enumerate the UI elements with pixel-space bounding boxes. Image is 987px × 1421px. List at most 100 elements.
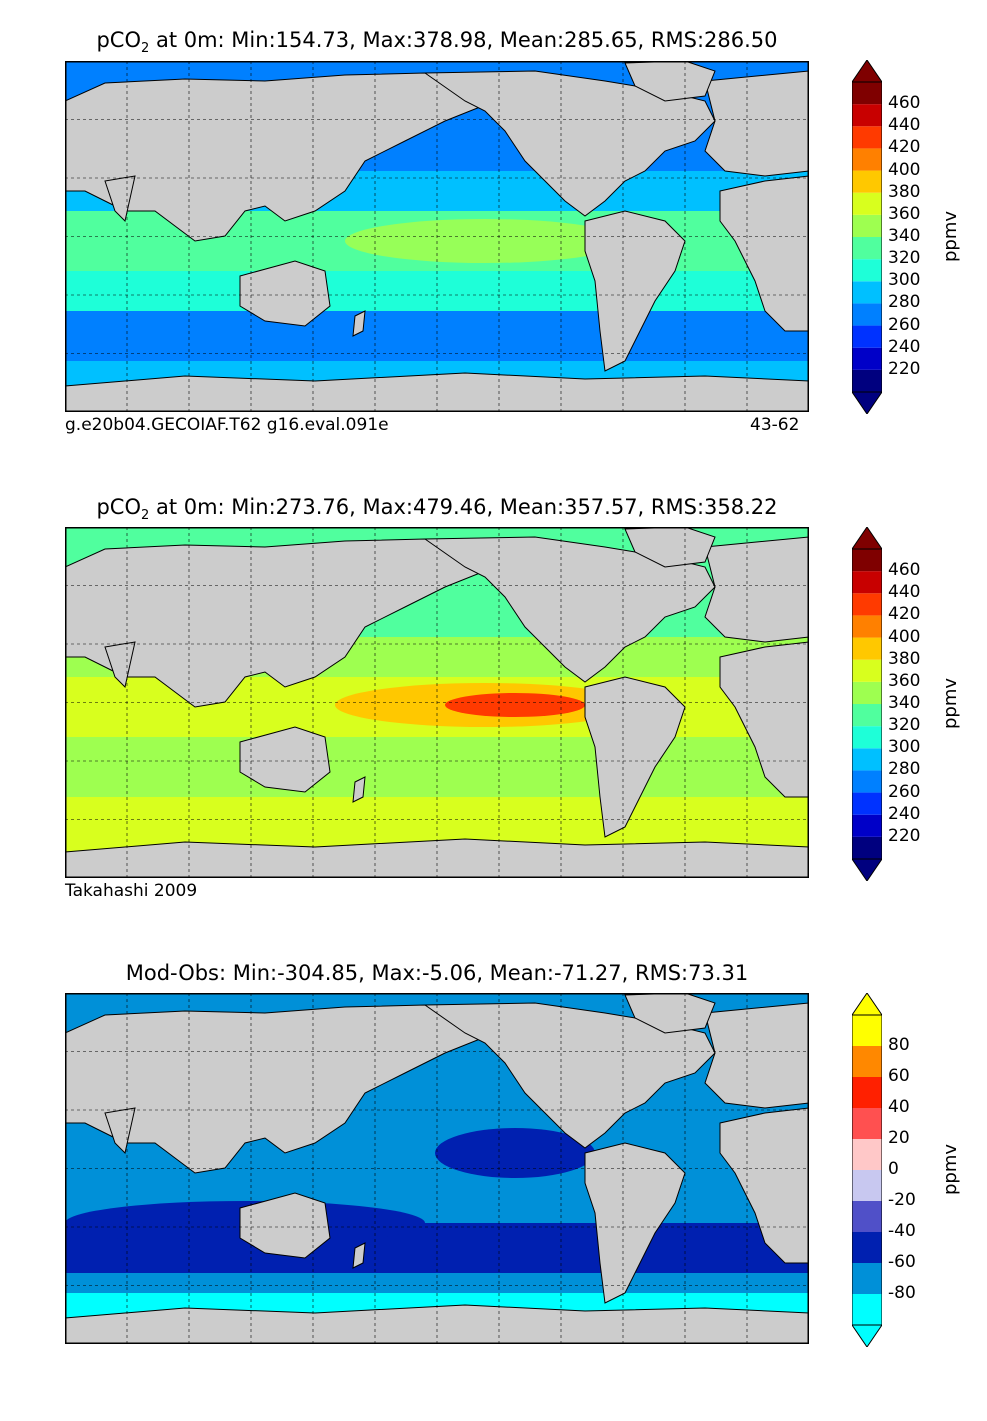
colorbar-segment (852, 1170, 882, 1201)
colorbar-under-arrow (852, 1324, 882, 1347)
colorbar-segment (852, 836, 882, 859)
colorbar-segment (852, 325, 882, 348)
colorbar-segment (852, 615, 882, 638)
colorbar-tick-label: 380 (888, 648, 921, 669)
colorbar-segment (852, 259, 882, 282)
colorbar-segment (852, 1077, 882, 1108)
colorbar-tick-label: 360 (888, 203, 921, 224)
colorbar-tick-label: 0 (888, 1159, 899, 1179)
colorbar-segment (852, 792, 882, 815)
colorbar-tick-label: 440 (888, 582, 921, 603)
colorbar-over-arrow (852, 993, 882, 1016)
colorbar-segment (852, 126, 882, 149)
europe (704, 70, 809, 177)
colorbar-under-arrow (852, 858, 882, 881)
colorbar-tick-label: 40 (888, 1097, 910, 1117)
colorbar-segment (852, 303, 882, 326)
colorbar-tick-label: 220 (888, 825, 921, 846)
greenland (624, 993, 716, 1034)
map-diff (65, 993, 809, 1344)
colorbar-tick-label: 340 (888, 693, 921, 713)
colorbar-segment (852, 549, 882, 572)
greenland (624, 61, 716, 102)
colorbar-segment (852, 726, 882, 749)
colorbar-segment (852, 1139, 882, 1170)
colorbar-tick-label: 420 (888, 137, 921, 158)
colorbar-segment (852, 1108, 882, 1139)
new-zealand (352, 1242, 366, 1269)
south-america (584, 676, 686, 838)
colorbar-segment (852, 347, 882, 370)
years-label: 43-62 (750, 415, 800, 435)
colorbar-diff (852, 993, 882, 1347)
colorbar-segment (852, 281, 882, 304)
colorbar-tick-label: 300 (888, 737, 921, 758)
colorbar-tick-label: 260 (888, 781, 921, 802)
colorbar-tick-label: 460 (888, 93, 921, 114)
europe (704, 1002, 809, 1109)
colorbar-tick-label: 400 (888, 626, 921, 647)
colorbar-over-arrow (852, 60, 882, 83)
panel-title: Mod-Obs: Min:-304.85, Max:-5.06, Mean:-7… (125, 961, 749, 985)
colorbar-segment (852, 148, 882, 171)
colorbar-tick-label: 280 (888, 759, 921, 780)
colorbar-segment (852, 571, 882, 594)
africa (719, 175, 809, 332)
india (104, 175, 136, 222)
new-zealand (352, 776, 366, 803)
colorbar-tick-label: 460 (888, 560, 921, 581)
colorbar-segment (852, 170, 882, 193)
colorbar-segment (852, 593, 882, 616)
south-america (584, 210, 686, 372)
colorbar-segment (852, 1232, 882, 1263)
africa (719, 641, 809, 798)
australia (239, 260, 331, 327)
south-america (584, 1142, 686, 1304)
colorbar-tick-label: -60 (888, 1252, 916, 1272)
colorbar-unit: ppmv (940, 210, 962, 263)
colorbar-segment (852, 681, 882, 704)
colorbar-segment (852, 1046, 882, 1077)
colorbar-tick-label: 240 (888, 803, 921, 824)
equatorial-band (435, 1128, 595, 1178)
colorbar-segment (852, 748, 882, 771)
colorbar-model (852, 60, 882, 414)
colorbar-unit: ppmv (940, 677, 962, 730)
colorbar-segment (852, 659, 882, 682)
colorbar-segment (852, 214, 882, 237)
colorbar-tick-label: 440 (888, 115, 921, 136)
europe (704, 536, 809, 643)
colorbar-under-arrow (852, 391, 882, 414)
colorbar-tick-label: 320 (888, 248, 921, 269)
colorbar-tick-label: 60 (888, 1066, 910, 1086)
colorbar-segment (852, 369, 882, 392)
run-label: g.e20b04.GECOIAF.T62 g16.eval.091e (65, 415, 389, 435)
colorbar-over-arrow (852, 527, 882, 550)
colorbar-segment (852, 814, 882, 837)
greenland (624, 527, 716, 568)
source-label: Takahashi 2009 (65, 881, 198, 901)
australia (239, 726, 331, 793)
map-frame (65, 61, 809, 412)
colorbar-tick-label: -40 (888, 1221, 916, 1241)
panel-obs: pCO2 at 0m: Min:273.76, Max:479.46, Mean… (0, 495, 987, 955)
colorbar-segment (852, 192, 882, 215)
india (104, 1107, 136, 1154)
colorbar-segment (852, 1294, 882, 1325)
colorbar-tick-label: -20 (888, 1190, 916, 1210)
colorbar-segment (852, 1263, 882, 1294)
map-frame (65, 993, 809, 1344)
colorbar-tick-label: 220 (888, 358, 921, 379)
colorbar-tick-label: 420 (888, 604, 921, 625)
map-frame (65, 527, 809, 878)
colorbar-obs (852, 527, 882, 881)
colorbar-segment (852, 104, 882, 127)
colorbar-unit: ppmv (940, 1143, 962, 1196)
equatorial-core (445, 693, 585, 717)
colorbar-segment (852, 637, 882, 660)
colorbar-segment (852, 1015, 882, 1046)
colorbar-tick-label: 340 (888, 226, 921, 246)
colorbar-tick-label: -80 (888, 1283, 916, 1303)
africa (719, 1107, 809, 1264)
new-zealand (352, 310, 366, 337)
